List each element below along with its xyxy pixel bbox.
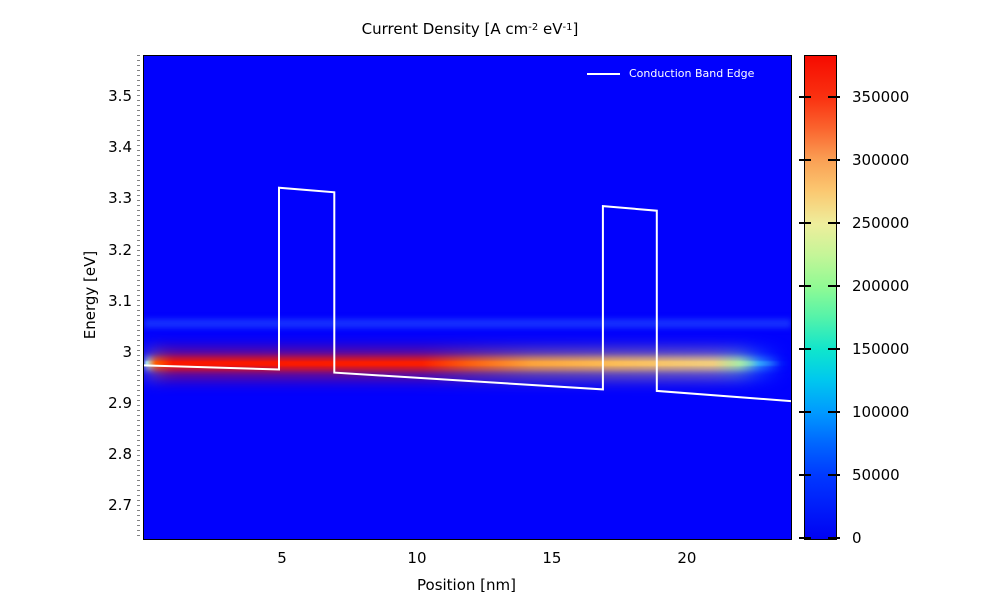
x-tick-label: 15 (542, 549, 562, 567)
colorbar-tick-label: 50000 (852, 465, 900, 484)
secondary-resonance-band (144, 319, 791, 329)
resonance-streak-core (144, 361, 791, 367)
colorbar-tick (828, 284, 840, 287)
title-text: Current Density [A cm (361, 20, 529, 38)
y-tick-label: 3 (122, 342, 132, 361)
y-tick-label: 3.5 (108, 87, 132, 106)
legend-line-sample (587, 72, 620, 75)
colorbar-tick-label: 250000 (852, 213, 910, 232)
heatmap-background (144, 56, 791, 539)
plot-title: Current Density [A cm-2 eV-1] (143, 20, 797, 38)
y-axis-label: Energy [eV] (81, 250, 99, 340)
colorbar-tick (828, 347, 840, 350)
legend: Conduction Band Edge (587, 67, 754, 80)
colorbar-tick (799, 284, 811, 287)
colorbar-tick-label: 100000 (852, 402, 910, 421)
colorbar-tick (799, 410, 811, 413)
colorbar-tick (799, 95, 811, 98)
y-tick-label: 2.7 (108, 495, 132, 514)
colorbar-tick (828, 158, 840, 161)
title-superscript-2: -1 (562, 22, 573, 33)
colorbar-tick-label: 0 (852, 529, 862, 547)
colorbar-tick (828, 221, 840, 224)
colorbar (804, 55, 837, 540)
x-tick-label: 5 (277, 549, 287, 567)
y-tick-label: 3.1 (108, 291, 132, 310)
colorbar-tick (799, 347, 811, 350)
x-tick-label: 10 (407, 549, 427, 567)
title-superscript-1: -2 (528, 22, 539, 33)
colorbar-tick (799, 473, 811, 476)
y-tick-label: 2.8 (108, 444, 132, 463)
legend-label: Conduction Band Edge (629, 67, 755, 80)
colorbar-tick-label: 150000 (852, 339, 910, 358)
colorbar-tick-label: 350000 (852, 87, 910, 106)
colorbar-tick-label: 300000 (852, 150, 910, 169)
y-tick-label: 3.3 (108, 189, 132, 208)
colorbar-tick (828, 537, 840, 539)
title-text-end: ] (572, 20, 579, 38)
y-tick-label: 3.2 (108, 240, 132, 259)
title-text-mid: eV (538, 20, 563, 38)
colorbar-tick (799, 158, 811, 161)
heatmap-plot-area: Conduction Band Edge (143, 55, 792, 540)
x-tick-label: 20 (677, 549, 697, 567)
colorbar-tick (828, 473, 840, 476)
colorbar-tick (799, 537, 811, 539)
colorbar-tick (828, 95, 840, 98)
conduction-band-edge-line (144, 186, 791, 403)
y-tick-label: 2.9 (108, 393, 132, 412)
x-axis-label: Position [nm] (417, 576, 516, 594)
colorbar-tick (828, 410, 840, 413)
colorbar-tick (799, 221, 811, 224)
y-axis-minor-ticks (137, 55, 140, 538)
colorbar-tick-label: 200000 (852, 276, 910, 295)
y-tick-label: 3.4 (108, 138, 132, 157)
